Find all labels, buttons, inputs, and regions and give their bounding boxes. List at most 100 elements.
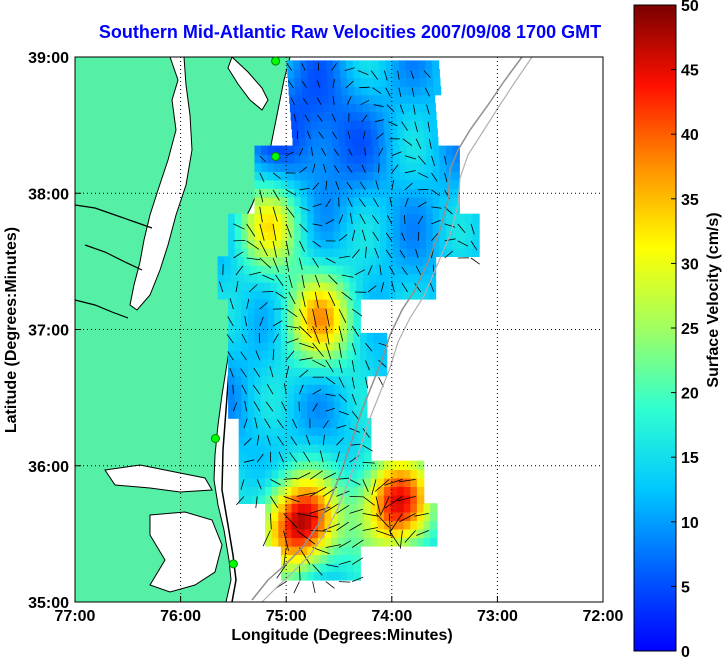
velocity-cell [364, 511, 372, 521]
velocity-cell [367, 77, 375, 87]
velocity-cell [254, 162, 262, 172]
velocity-cell [439, 179, 447, 189]
outer-banks [221, 329, 237, 602]
colorbar-label: Surface Velocity (cm/s) [705, 212, 722, 387]
velocity-arrow [351, 360, 355, 372]
bathymetry-contour [251, 57, 523, 601]
velocity-cell [300, 222, 309, 232]
velocity-cell [337, 477, 346, 487]
velocity-cell [406, 196, 414, 206]
velocity-cell [432, 188, 441, 198]
velocity-arrow [293, 113, 297, 122]
velocity-cell [362, 256, 371, 266]
colorbar-tick-label: 20 [681, 386, 699, 403]
velocity-cell [311, 537, 319, 547]
velocity-cell [267, 375, 276, 385]
velocity-cell [404, 128, 412, 138]
velocity-cell [421, 94, 429, 104]
velocity-cell [423, 128, 432, 138]
velocity-cell [346, 384, 355, 394]
velocity-cell [382, 290, 390, 300]
velocity-cell [386, 222, 394, 232]
velocity-cell [327, 213, 335, 223]
velocity-arrow [309, 470, 323, 480]
velocity-cell [298, 460, 306, 470]
velocity-cell [366, 205, 375, 215]
velocity-cell [360, 205, 368, 215]
velocity-cell [327, 179, 335, 189]
velocity-cell [228, 239, 236, 249]
velocity-cell [254, 154, 262, 164]
velocity-cell [346, 367, 355, 377]
velocity-cell [399, 68, 407, 79]
velocity-cell [445, 213, 454, 223]
velocity-arrow [299, 206, 310, 212]
velocity-cell [313, 384, 322, 394]
velocity-cell [280, 409, 289, 419]
velocity-cell [403, 120, 411, 130]
velocity-arrow [312, 342, 324, 357]
velocity-arrow [289, 452, 298, 463]
velocity-cell [329, 103, 337, 113]
velocity-arrow [375, 180, 379, 190]
velocity-arrow [341, 274, 354, 278]
velocity-cell [238, 477, 247, 487]
velocity-cell [360, 154, 368, 164]
velocity-cell [287, 375, 295, 385]
velocity-arrow [351, 539, 364, 548]
velocity-arrow [401, 282, 408, 293]
velocity-arrow [380, 281, 385, 293]
velocity-cell [307, 358, 315, 368]
velocity-cell [452, 171, 460, 181]
velocity-cell [298, 477, 306, 487]
velocity-cell [410, 477, 418, 487]
velocity-cell [300, 409, 309, 419]
velocity-arrow [349, 479, 361, 486]
velocity-arrow [246, 257, 261, 261]
velocity-cell [300, 205, 309, 215]
velocity-cell [286, 60, 294, 70]
velocity-cell [254, 324, 262, 334]
velocity-cell [429, 111, 437, 121]
velocity-cell [399, 230, 408, 240]
velocity-cell [379, 358, 388, 368]
velocity-cell [320, 298, 328, 309]
velocity-cell [337, 418, 346, 428]
velocity-cell [309, 94, 317, 104]
velocity-cell [300, 315, 309, 326]
velocity-cell [350, 452, 359, 462]
velocity-arrow [312, 359, 326, 368]
velocity-cell [320, 196, 328, 206]
velocity-arrow [296, 130, 299, 139]
velocity-cell [416, 494, 425, 504]
velocity-cell [228, 358, 236, 368]
velocity-cell [277, 281, 285, 292]
velocity-cell [267, 145, 276, 155]
velocity-cell [303, 281, 311, 292]
velocity-cell [340, 571, 348, 581]
velocity-cell [353, 145, 361, 155]
velocity-cell [348, 86, 356, 96]
velocity-cell [294, 239, 302, 249]
velocity-cell [307, 171, 315, 181]
velocity-cell [298, 128, 306, 138]
velocity-cell [364, 528, 372, 539]
velocity-arrow [240, 479, 245, 490]
velocity-cell [366, 196, 375, 206]
velocity-cell [426, 179, 434, 189]
velocity-cell [331, 128, 339, 138]
velocity-cell [370, 537, 379, 547]
velocity-arrow [312, 325, 320, 344]
velocity-cell [394, 94, 403, 104]
velocity-cell [327, 171, 335, 181]
velocity-arrow [367, 265, 373, 276]
velocity-cell [340, 401, 348, 411]
velocity-cell [289, 103, 298, 113]
velocity-cell [254, 247, 262, 257]
velocity-cell [406, 162, 414, 172]
velocity-cell [432, 171, 441, 181]
velocity-cell [350, 528, 359, 539]
velocity-cell [310, 111, 318, 121]
velocity-arrow [301, 274, 305, 289]
velocity-arrow [283, 477, 298, 480]
